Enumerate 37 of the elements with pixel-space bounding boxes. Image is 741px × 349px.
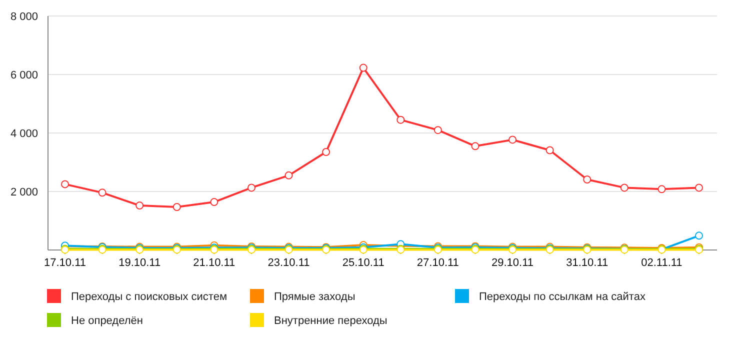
point	[434, 126, 442, 134]
point	[61, 180, 69, 188]
point	[359, 64, 368, 72]
y-tick-label: 8 000	[10, 10, 38, 23]
point	[172, 203, 181, 212]
x-tick-label: 31.10.11	[566, 257, 608, 269]
point	[322, 148, 330, 156]
x-tick-label: 27.10.11	[416, 257, 459, 269]
point	[546, 146, 554, 154]
x-tick-label: 25.10.11	[342, 257, 384, 269]
legend-label: Прямые заходы	[274, 290, 356, 303]
point	[620, 184, 628, 192]
point	[136, 202, 144, 210]
x-tick-label: 21.10.11	[193, 257, 236, 269]
x-tick-label: 02.11.11	[641, 257, 682, 269]
point	[396, 116, 405, 124]
x-tick-label: 19.10.11	[118, 257, 161, 269]
point	[284, 171, 293, 180]
point	[247, 184, 256, 192]
legend-label: Не определён	[71, 314, 143, 327]
point	[658, 185, 666, 194]
point	[695, 184, 703, 192]
point	[695, 232, 703, 240]
y-tick-label: 2 000	[10, 186, 38, 198]
point	[508, 136, 517, 144]
point	[98, 188, 106, 197]
x-tick-label: 29.10.11	[492, 257, 534, 269]
point	[471, 142, 480, 150]
point	[210, 198, 218, 206]
y-tick-label: 6 000	[10, 69, 38, 82]
x-tick-label: 17.10.11	[44, 257, 86, 269]
point	[583, 176, 592, 184]
legend-label: Внутренние переходы	[274, 314, 388, 327]
legend-label: Переходы по ссылкам на сайтах	[479, 290, 646, 303]
legend-label: Переходы с поисковых систем	[71, 290, 228, 303]
y-tick-label: 4 000	[10, 128, 38, 140]
x-tick-label: 23.10.11	[268, 257, 310, 269]
